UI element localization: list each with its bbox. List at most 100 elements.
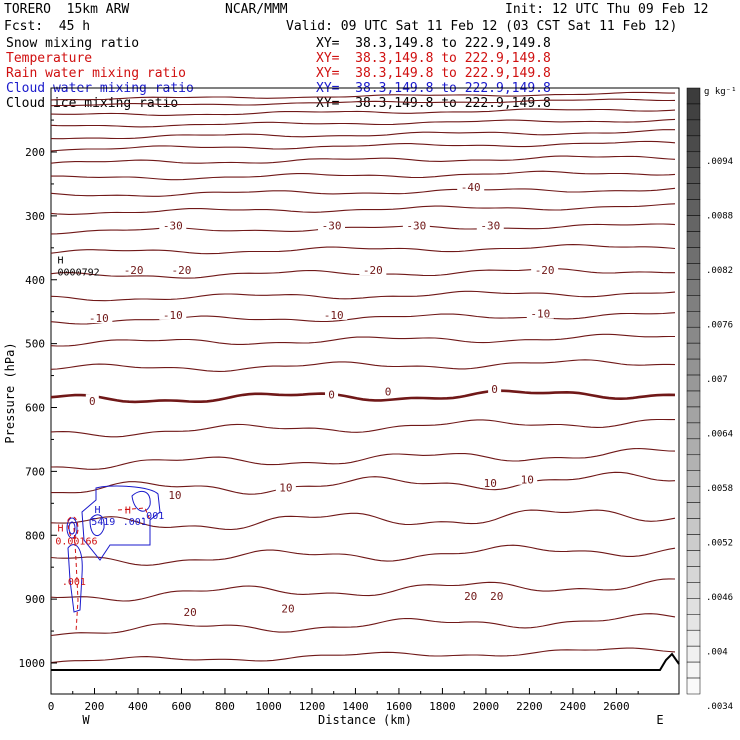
contour-label-mask bbox=[531, 263, 559, 276]
colorbar-swatch bbox=[686, 550, 701, 567]
temperature-contour-line bbox=[50, 471, 676, 495]
temperature-contour-line bbox=[50, 509, 676, 531]
colorbar-swatch bbox=[686, 486, 701, 503]
temperature-contour-line bbox=[50, 140, 676, 152]
temperature-contour-line bbox=[50, 312, 676, 325]
x-tick-label: 2400 bbox=[560, 700, 587, 713]
contour-label-mask bbox=[486, 588, 507, 601]
colorbar-swatch bbox=[686, 534, 701, 551]
contour-label-mask bbox=[325, 387, 339, 400]
field-temperature: Temperature bbox=[6, 51, 93, 66]
temperature-contour-label: 0 bbox=[385, 386, 392, 399]
x-tick-label: 1600 bbox=[386, 700, 413, 713]
temperature-contour-label: -10 bbox=[163, 309, 183, 322]
temperature-contour-line bbox=[50, 203, 676, 215]
colorbar-tick-label: .0082 bbox=[706, 266, 733, 276]
temperature-contour-label: -20 bbox=[124, 264, 144, 277]
contour-label-mask bbox=[480, 475, 501, 488]
temperature-contour-line bbox=[50, 359, 676, 372]
field-rain: Rain water mixing ratio bbox=[6, 66, 187, 81]
contour-label-mask bbox=[120, 263, 148, 276]
temperature-contour-line bbox=[50, 129, 675, 140]
contour-label-mask bbox=[517, 472, 538, 485]
x-tick-label: 0 bbox=[48, 700, 55, 713]
temperature-contour-line bbox=[50, 290, 676, 302]
y-tick-label: 600 bbox=[25, 402, 45, 415]
colorbar-swatch bbox=[686, 295, 701, 312]
temperature-contours bbox=[50, 91, 680, 671]
colorbar-swatch bbox=[686, 342, 701, 360]
colorbar-swatch bbox=[686, 645, 701, 663]
x-axis: 0 200 400 600 800 1000 1200 1400 1600 1800 2000 220… bbox=[48, 688, 639, 713]
colorbar-swatch bbox=[686, 231, 701, 248]
colorbar-swatch bbox=[686, 454, 701, 471]
model-title: TORERO 15km ARW bbox=[4, 2, 130, 17]
temperature-contour-line bbox=[50, 244, 676, 255]
plot-frame bbox=[50, 87, 680, 695]
colorbar-unit: g kg⁻¹ bbox=[704, 87, 737, 97]
contour-label-mask bbox=[278, 601, 299, 614]
y-tick-label: 300 bbox=[25, 210, 45, 223]
x-tick-label: 2200 bbox=[516, 700, 543, 713]
xy-line-cloud-ice: XY= 38.3,149.8 to 222.9,149.8 bbox=[316, 96, 551, 111]
colorbar-swatch bbox=[686, 247, 701, 264]
annotation-label: H bbox=[125, 506, 131, 517]
xy-line-temperature: XY= 38.3,149.8 to 222.9,149.8 bbox=[316, 51, 551, 66]
temperature-contour-line bbox=[50, 98, 676, 107]
annotation-label: .001 bbox=[62, 577, 86, 588]
colorbar-tick-label: .0064 bbox=[706, 430, 733, 440]
y-axis: 200 300 400 500 600 700 800 900 1000 bbox=[19, 119, 57, 670]
contour-label-mask bbox=[460, 588, 481, 601]
temperature-contour-label: 0 bbox=[491, 383, 498, 396]
temperature-contour-line bbox=[50, 187, 676, 197]
temperature-contour-line bbox=[50, 333, 675, 347]
colorbar-swatch bbox=[686, 390, 701, 408]
temperature-contour-line bbox=[50, 108, 676, 116]
annotation-label: 0000792 bbox=[58, 267, 100, 278]
temperature-contour-line bbox=[50, 118, 676, 128]
x-tick-label: 2600 bbox=[603, 700, 630, 713]
colorbar-swatch bbox=[686, 614, 701, 631]
contour-label-mask bbox=[318, 218, 346, 231]
xy-line-rain: XY= 38.3,149.8 to 222.9,149.8 bbox=[316, 66, 551, 81]
colorbar-tick-label: .0076 bbox=[706, 321, 733, 331]
colorbar-swatch bbox=[686, 582, 701, 599]
colorbar-tick-label: .0058 bbox=[706, 484, 733, 494]
colorbar-tick-label: .0052 bbox=[706, 539, 733, 549]
temperature-contour-labels: -40 -30 -30 -30 -30 -20 -20 -20 -20 -10 -10 -10 -10 0… bbox=[85, 180, 559, 619]
contour-label-mask bbox=[526, 306, 554, 319]
temperature-contour-line bbox=[50, 418, 675, 438]
field-snow: Snow mixing ratio bbox=[6, 36, 140, 51]
y-tick-label: 900 bbox=[25, 593, 45, 606]
temperature-contour-label: 10 bbox=[521, 474, 534, 487]
y-tick-label: 800 bbox=[25, 529, 45, 542]
temperature-contour-label: 10 bbox=[484, 477, 497, 490]
y-tick-label: 200 bbox=[25, 146, 45, 159]
x-tick-label: 1800 bbox=[429, 700, 456, 713]
colorbar-swatch bbox=[686, 677, 701, 695]
temperature-contour-label: -20 bbox=[172, 264, 192, 277]
annotation-label: .001 bbox=[123, 517, 147, 528]
temperature-contour-label: 10 bbox=[279, 481, 292, 494]
temperature-contour-line bbox=[50, 389, 676, 404]
annotation-label: H bbox=[94, 505, 100, 516]
x-tick-label: 1400 bbox=[342, 700, 369, 713]
xy-line-snow: XY= 38.3,149.8 to 222.9,149.8 bbox=[316, 36, 551, 51]
x-axis-label: Distance (km) bbox=[318, 713, 412, 727]
temperature-contour-line bbox=[50, 578, 676, 602]
x-end-label-west: W bbox=[82, 713, 90, 727]
colorbar-swatch bbox=[686, 661, 701, 679]
annotation-label: H bbox=[58, 255, 64, 266]
colorbar-swatch bbox=[686, 87, 701, 105]
colorbar-swatch bbox=[686, 502, 701, 519]
y-axis-label: Pressure (hPa) bbox=[3, 342, 17, 443]
colorbar-swatch bbox=[686, 518, 701, 535]
field-cloud-ice: Cloud ice mixing ratio bbox=[6, 96, 179, 111]
temperature-contour-label: 10 bbox=[168, 489, 181, 502]
contour-label-mask bbox=[159, 307, 187, 320]
temperature-contour-line bbox=[50, 613, 676, 637]
temperature-contour-label: -40 bbox=[461, 181, 481, 194]
x-tick-label: 1200 bbox=[299, 700, 326, 713]
y-tick-label: 500 bbox=[25, 338, 45, 351]
